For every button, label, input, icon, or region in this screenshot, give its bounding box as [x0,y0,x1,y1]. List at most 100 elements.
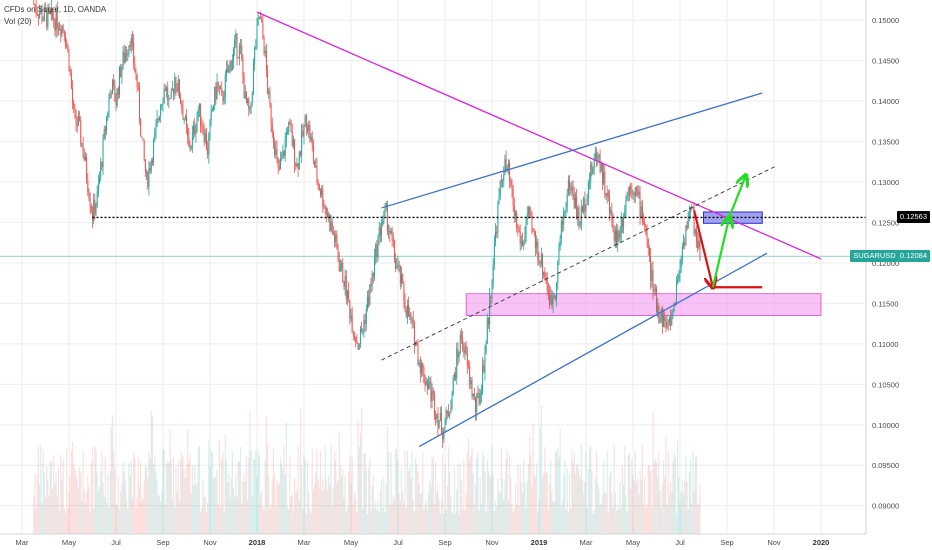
candle-body [550,295,552,305]
time-tick-label: Nov [485,538,499,547]
volume-bar [577,462,579,534]
candle-body [493,241,495,265]
candle-body [543,271,545,276]
volume-indicator-label[interactable]: Vol (20) [4,17,32,26]
volume-bar [268,474,270,534]
candle-body [389,230,391,234]
candle-body [107,113,109,117]
candle-body [570,188,572,191]
volume-bar [546,472,548,534]
volume-bar [424,503,426,534]
candle-body [646,232,648,240]
volume-bar [191,465,193,534]
price-axis[interactable]: 0.09000 0.09500 0.10000 0.10500 0.11000 0.115… [872,16,899,510]
candle-body [321,189,323,196]
volume-bar [559,428,561,534]
candle-body [307,127,309,132]
volume-bar [540,405,542,534]
candle-body [69,70,71,73]
volume-bar [37,446,40,534]
candle-body [566,193,568,207]
volume-bar [342,468,344,534]
candle-body [318,183,320,191]
candle-body [356,341,358,344]
candle-body [297,163,299,170]
candle-body [444,421,446,430]
time-axis[interactable]: Mar May Jul Sep Nov 2018 Mar May Jul Sep Nov 2019 Ma… [16,538,830,547]
volume-bar [604,491,606,534]
volume-bar [380,479,383,534]
volume-bar [372,474,374,534]
candle-body [425,380,427,386]
volume-bar [459,463,461,534]
volume-bar [431,458,433,534]
candle-body [440,412,442,434]
volume-bar [70,451,72,534]
volume-bar [337,479,339,534]
volume-bar [451,511,453,534]
volume-bar [43,471,45,534]
candle-body [231,60,233,71]
volume-bar [693,492,695,534]
candle-body [315,165,317,168]
candle-body [436,413,438,419]
volume-bar [492,475,494,534]
candle-body [640,206,642,217]
candle-body [688,210,690,214]
candle-body [121,66,123,77]
volume-bar [440,498,443,534]
volume-bar [133,453,135,534]
volume-bar [148,451,150,534]
volume-bar [507,500,510,534]
candle-body [625,199,627,211]
price-axis-bg [866,0,932,550]
candle-body [530,211,532,216]
volume-bar [94,446,96,534]
volume-bar [581,480,584,534]
candle-body [627,192,629,195]
volume-bar [404,451,406,534]
candle-body [205,133,207,150]
candle-body [452,377,454,395]
volume-bar [494,501,497,534]
candle-body [36,11,38,15]
candle-body [249,106,251,110]
candle-body [651,270,653,281]
volume-bar [548,483,551,534]
volume-bar [383,477,385,534]
volume-bar [668,494,671,534]
volume-bar [124,479,126,534]
volume-bar [614,492,616,534]
candle-body [698,240,700,248]
candle-body [592,168,594,174]
volume-bar [403,502,405,534]
candle-body [294,139,296,165]
volume-bar [635,482,638,534]
volume-bar [131,497,134,534]
candle-body [597,156,599,159]
candle-body [637,190,639,195]
candle-body [79,116,81,121]
volume-bar [652,412,654,534]
candle-body [243,76,245,99]
volume-bar [196,482,198,534]
symbol-title[interactable]: CFDs on Sugar, 1D, OANDA [4,5,107,14]
volume-bar [169,429,171,534]
volume-bar [689,459,692,534]
volume-bar [419,492,421,534]
volume-bar [270,504,272,534]
candle-body [368,297,370,305]
volume-bar [476,457,478,534]
volume-bar [138,486,141,534]
volume-bar [115,503,117,534]
candle-body [422,363,424,368]
candle-body [278,167,280,169]
candle-body [657,305,659,313]
candle-body [403,283,405,301]
volume-bar [416,464,418,534]
candle-body [365,309,367,325]
candle-body [369,285,371,305]
candle-body [671,314,673,326]
volume-bar [41,503,43,534]
